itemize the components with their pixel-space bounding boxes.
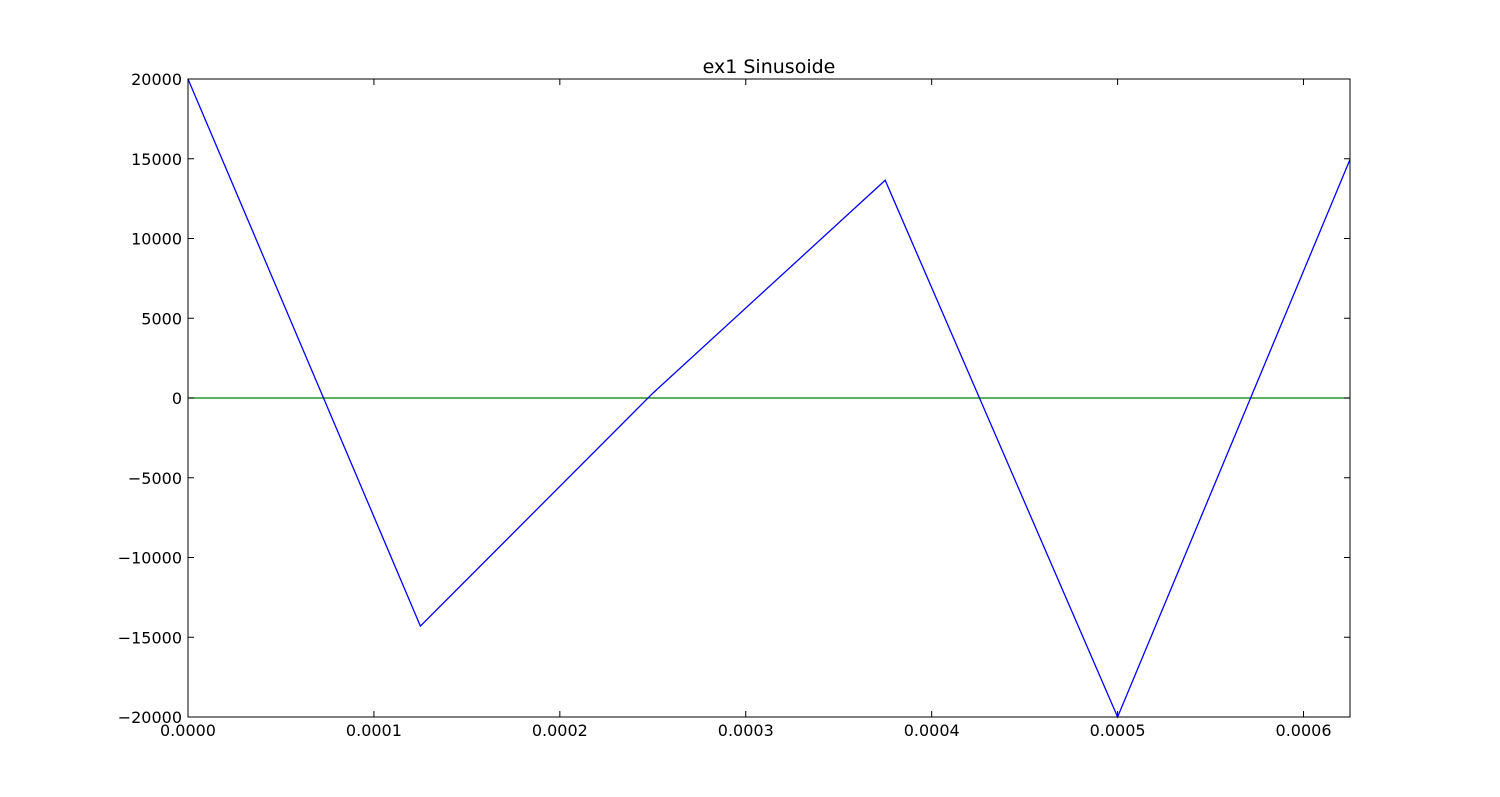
- y-tick-label: 20000: [131, 70, 182, 89]
- y-tick-label: 5000: [141, 309, 182, 328]
- y-tick-label: 15000: [131, 150, 182, 169]
- y-tick-label: −5000: [128, 469, 182, 488]
- x-tick-label: 0.0000: [160, 721, 216, 740]
- plot-area-frame: [187, 78, 1351, 718]
- y-tick-label: 10000: [131, 230, 182, 249]
- x-tick-label: 0.0006: [1276, 721, 1332, 740]
- y-tick-label: −20000: [118, 708, 182, 727]
- x-tick-label: 0.0004: [904, 721, 960, 740]
- x-tick-label: 0.0001: [346, 721, 402, 740]
- series-layer: [187, 78, 1351, 719]
- x-tick-label: 0.0005: [1090, 721, 1146, 740]
- y-tick-label: −15000: [118, 628, 182, 647]
- y-tick-label: −10000: [118, 549, 182, 568]
- ticks-layer: 0.0000 0.0001 0.0002 0.0003 0.0004 0.0005 0.00…: [118, 70, 1350, 740]
- y-tick-label: 0: [172, 389, 182, 408]
- signal-line: [187, 78, 1351, 719]
- x-tick-label: 0.0003: [718, 721, 774, 740]
- chart-title: ex1 Sinusoide: [703, 56, 836, 78]
- x-tick-label: 0.0002: [532, 721, 588, 740]
